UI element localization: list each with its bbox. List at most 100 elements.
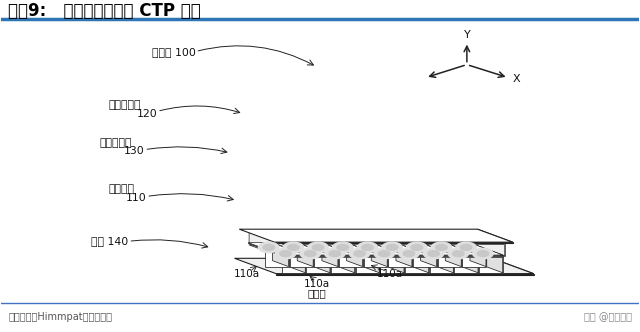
- Circle shape: [308, 242, 328, 253]
- Text: 电池组: 电池组: [307, 288, 326, 298]
- Polygon shape: [273, 230, 330, 243]
- Polygon shape: [405, 257, 429, 273]
- Polygon shape: [372, 243, 429, 256]
- Polygon shape: [272, 243, 305, 257]
- Polygon shape: [289, 251, 313, 267]
- Polygon shape: [348, 230, 381, 256]
- Polygon shape: [330, 243, 332, 256]
- Polygon shape: [395, 230, 429, 244]
- Circle shape: [357, 242, 378, 253]
- Circle shape: [263, 244, 275, 250]
- Polygon shape: [289, 251, 305, 273]
- Polygon shape: [273, 243, 330, 255]
- Polygon shape: [347, 245, 362, 267]
- Polygon shape: [479, 256, 502, 257]
- Polygon shape: [447, 230, 480, 256]
- Polygon shape: [405, 255, 429, 256]
- Polygon shape: [322, 243, 380, 256]
- Polygon shape: [389, 251, 429, 257]
- Circle shape: [362, 244, 373, 250]
- Polygon shape: [355, 243, 356, 256]
- Polygon shape: [445, 243, 478, 256]
- Circle shape: [312, 244, 324, 250]
- Polygon shape: [395, 243, 429, 257]
- Polygon shape: [478, 243, 480, 256]
- Polygon shape: [346, 243, 380, 256]
- Polygon shape: [463, 251, 502, 257]
- Circle shape: [333, 242, 353, 253]
- Polygon shape: [348, 245, 387, 251]
- Polygon shape: [445, 243, 502, 255]
- Circle shape: [337, 244, 349, 250]
- Polygon shape: [247, 230, 283, 243]
- Polygon shape: [454, 257, 478, 273]
- Polygon shape: [470, 245, 486, 267]
- Polygon shape: [274, 230, 307, 256]
- Polygon shape: [331, 243, 355, 244]
- Text: 110a: 110a: [304, 279, 330, 289]
- Polygon shape: [315, 251, 355, 257]
- Polygon shape: [296, 243, 330, 257]
- Polygon shape: [314, 251, 330, 273]
- Circle shape: [436, 244, 447, 250]
- Polygon shape: [296, 230, 332, 243]
- Polygon shape: [421, 243, 478, 255]
- Text: 第二隔热垫: 第二隔热垫: [99, 138, 132, 148]
- Polygon shape: [445, 243, 502, 256]
- Circle shape: [456, 242, 476, 253]
- Polygon shape: [276, 274, 534, 275]
- Polygon shape: [249, 245, 289, 251]
- Polygon shape: [307, 257, 330, 273]
- Circle shape: [428, 251, 439, 257]
- Polygon shape: [339, 251, 362, 267]
- Polygon shape: [298, 245, 338, 251]
- Circle shape: [387, 244, 398, 250]
- Polygon shape: [462, 251, 478, 273]
- Polygon shape: [420, 243, 453, 257]
- Polygon shape: [454, 256, 478, 257]
- Polygon shape: [422, 245, 461, 251]
- Polygon shape: [305, 243, 307, 256]
- Polygon shape: [340, 251, 380, 257]
- Polygon shape: [454, 255, 478, 256]
- Circle shape: [460, 244, 472, 250]
- Polygon shape: [266, 251, 305, 257]
- Polygon shape: [396, 243, 453, 256]
- Polygon shape: [372, 230, 406, 256]
- Text: X: X: [513, 74, 520, 84]
- Polygon shape: [281, 243, 283, 256]
- Circle shape: [300, 248, 321, 259]
- Polygon shape: [356, 243, 380, 244]
- Polygon shape: [298, 243, 355, 256]
- Polygon shape: [346, 230, 381, 243]
- Polygon shape: [380, 257, 404, 273]
- Polygon shape: [471, 230, 505, 256]
- Polygon shape: [396, 230, 431, 243]
- Text: 图表9:   宁德时代大模组 CTP 技术: 图表9: 宁德时代大模组 CTP 技术: [8, 2, 201, 20]
- Polygon shape: [356, 256, 380, 257]
- Polygon shape: [420, 230, 453, 244]
- Polygon shape: [323, 245, 362, 251]
- Text: 130: 130: [124, 146, 145, 156]
- Polygon shape: [438, 251, 461, 267]
- Circle shape: [354, 251, 365, 257]
- Polygon shape: [462, 251, 486, 267]
- Text: 110: 110: [125, 193, 147, 203]
- Polygon shape: [307, 256, 330, 257]
- Text: 电池箱 100: 电池箱 100: [152, 46, 195, 56]
- Polygon shape: [282, 256, 305, 257]
- Polygon shape: [469, 243, 502, 256]
- Polygon shape: [479, 243, 502, 244]
- Polygon shape: [298, 230, 355, 243]
- Circle shape: [280, 251, 291, 257]
- Text: 箱体 140: 箱体 140: [91, 236, 129, 246]
- Polygon shape: [479, 257, 502, 273]
- Polygon shape: [429, 255, 453, 256]
- Polygon shape: [429, 257, 453, 273]
- Polygon shape: [347, 243, 404, 256]
- Polygon shape: [469, 243, 502, 257]
- Polygon shape: [321, 243, 355, 256]
- Text: 110a: 110a: [377, 269, 403, 279]
- Circle shape: [349, 248, 370, 259]
- Polygon shape: [331, 256, 355, 257]
